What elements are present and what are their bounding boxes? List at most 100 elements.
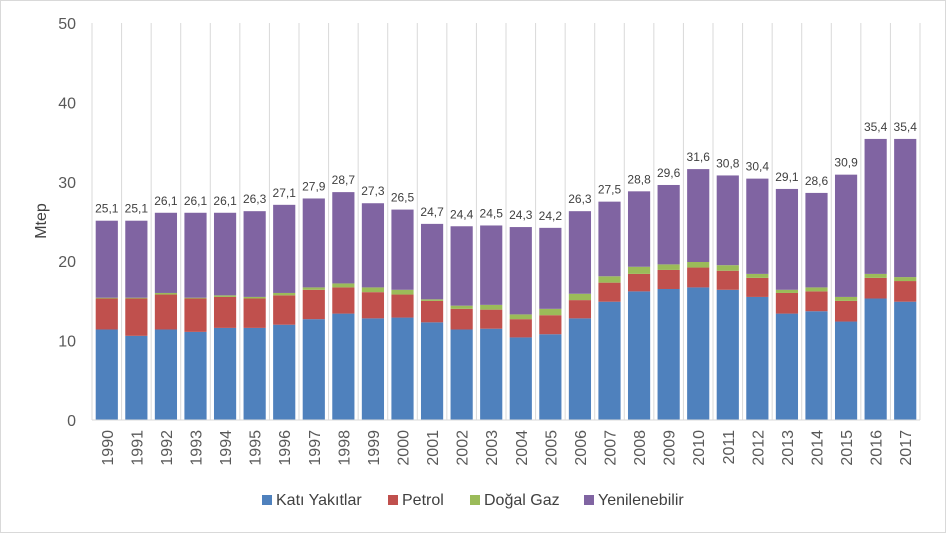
- total-data-label: 26,1: [184, 194, 208, 208]
- bar-segment: [420, 300, 444, 323]
- y-tick-label: 40: [58, 95, 76, 112]
- bar-segment: [125, 335, 148, 420]
- bar-segment: [716, 289, 739, 420]
- total-data-label: 30,8: [716, 156, 740, 170]
- bar-segment: [420, 223, 444, 300]
- bar-segment: [420, 299, 444, 301]
- total-data-label: 26,3: [243, 192, 267, 206]
- total-data-label: 24,4: [450, 207, 474, 221]
- total-data-label: 25,1: [95, 202, 119, 216]
- legend-label: Yenilenebilir: [598, 492, 684, 509]
- total-data-label: 28,8: [627, 172, 651, 186]
- total-data-label: 27,9: [302, 179, 326, 193]
- bar-segment: [450, 329, 473, 420]
- bar-segment: [746, 178, 769, 274]
- total-data-label: 35,4: [864, 120, 888, 134]
- bar-segment: [213, 212, 237, 296]
- total-data-label: 35,4: [894, 120, 918, 134]
- bar-segment: [332, 287, 355, 314]
- bar-segment: [302, 287, 325, 290]
- bar-segment: [95, 298, 118, 330]
- bar-segment: [775, 289, 799, 293]
- x-tick-label: 2000: [396, 430, 413, 466]
- total-data-label: 29,6: [657, 166, 681, 180]
- bar-segment: [627, 266, 651, 274]
- bar-segment: [687, 287, 710, 420]
- x-tick-label: 2013: [780, 430, 797, 466]
- bar-segment: [568, 211, 592, 294]
- bar-segment: [627, 273, 651, 292]
- bar-segment: [273, 295, 296, 325]
- bar-segment: [834, 300, 858, 322]
- bar-segment: [184, 297, 207, 299]
- x-tick-label: 1993: [189, 430, 206, 466]
- bar-segment: [834, 321, 858, 420]
- axes: 0 10 20 30 40 50 1990 1991 1992 1993 1994 1995 1996 1…: [58, 16, 920, 466]
- x-tick-label: 1996: [277, 430, 294, 466]
- bars: [95, 138, 917, 420]
- bar-segment: [480, 309, 503, 329]
- bar-segment: [509, 319, 532, 338]
- bar-segment: [243, 298, 266, 328]
- bar-segment: [273, 204, 296, 293]
- total-data-label: 31,6: [687, 150, 711, 164]
- bar-segment: [95, 220, 118, 298]
- bar-segment: [391, 289, 414, 295]
- bar-segment: [687, 267, 710, 288]
- bar-segment: [598, 301, 621, 420]
- bar-segment: [450, 308, 473, 330]
- bar-segment: [894, 281, 917, 302]
- bar-segment: [243, 296, 266, 299]
- total-data-label: 26,3: [568, 192, 592, 206]
- total-data-label: 27,3: [361, 184, 385, 198]
- legend-label: Doğal Gaz: [484, 492, 560, 509]
- bar-segment: [184, 298, 207, 332]
- bar-segment: [184, 331, 207, 420]
- bar-segment: [509, 227, 532, 315]
- total-data-label: 30,4: [746, 160, 770, 174]
- bar-segment: [273, 324, 296, 420]
- x-tick-label: 2002: [455, 430, 472, 466]
- bar-segment: [568, 293, 592, 301]
- bar-segment: [509, 314, 532, 320]
- x-tick-label: 2014: [810, 430, 827, 466]
- bar-segment: [480, 225, 503, 305]
- bar-segment: [864, 277, 887, 299]
- bar-segment: [687, 261, 710, 268]
- bar-segment: [775, 292, 799, 314]
- total-data-label: 26,1: [213, 194, 237, 208]
- bar-segment: [598, 201, 621, 277]
- bar-segment: [746, 277, 769, 297]
- bar-segment: [539, 334, 562, 420]
- total-data-label: 28,6: [805, 174, 829, 188]
- bar-segment: [627, 191, 651, 267]
- bar-segment: [302, 319, 325, 420]
- legend-swatch: [388, 495, 398, 505]
- bar-segment: [805, 287, 828, 292]
- x-tick-label: 1995: [248, 430, 265, 466]
- y-tick-label: 10: [58, 334, 76, 351]
- total-data-label: 27,5: [598, 183, 622, 197]
- bar-segment: [450, 226, 473, 306]
- bar-segment: [894, 301, 917, 420]
- bar-segment: [213, 327, 237, 420]
- bar-segment: [687, 169, 710, 262]
- bar-segment: [746, 296, 769, 420]
- total-data-label: 25,1: [125, 202, 149, 216]
- bar-segment: [154, 329, 178, 420]
- legend: Katı Yakıtlar Petrol Doğal Gaz Yenilenebili…: [262, 492, 684, 509]
- bar-segment: [125, 220, 148, 298]
- bar-segment: [420, 322, 444, 420]
- bar-segment: [391, 209, 414, 290]
- bar-segment: [746, 273, 769, 278]
- bar-segment: [273, 292, 296, 296]
- y-tick-label: 30: [58, 175, 76, 192]
- y-tick-label: 0: [67, 413, 76, 430]
- x-tick-label: 2012: [750, 430, 767, 466]
- x-tick-label: 2001: [425, 430, 442, 466]
- x-tick-label: 1999: [366, 430, 383, 466]
- bar-segment: [95, 329, 118, 420]
- bar-segment: [539, 227, 562, 309]
- bar-segment: [480, 304, 503, 310]
